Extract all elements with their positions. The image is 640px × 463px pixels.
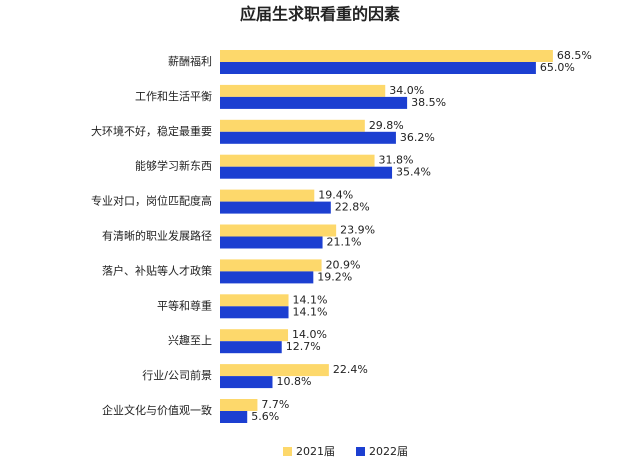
bar <box>220 96 408 109</box>
bar <box>220 399 258 411</box>
bar <box>220 306 289 319</box>
bar <box>220 341 282 354</box>
bar <box>220 131 396 144</box>
category-label: 薪酬福利 <box>168 54 212 68</box>
category-label: 工作和生活平衡 <box>135 89 212 103</box>
bar <box>220 294 289 307</box>
category-label: 有清晰的职业发展路径 <box>102 229 212 243</box>
legend-label: 2021届 <box>296 445 335 458</box>
value-label: 68.5% <box>557 49 592 62</box>
category-label: 大环境不好，稳定最重要 <box>91 124 212 138</box>
bar <box>220 236 323 249</box>
value-label: 19.4% <box>318 189 353 202</box>
value-label: 36.2% <box>400 131 435 144</box>
bar <box>220 224 337 237</box>
value-label: 22.8% <box>335 201 370 214</box>
value-label: 20.9% <box>326 258 361 271</box>
value-label: 38.5% <box>411 96 446 109</box>
bar <box>220 189 315 202</box>
value-label: 14.1% <box>293 293 328 306</box>
bar <box>220 329 289 342</box>
category-label: 能够学习新东西 <box>135 159 212 173</box>
value-label: 23.9% <box>340 224 375 237</box>
category-label: 平等和尊重 <box>157 298 212 312</box>
chart-title: 应届生求职看重的因素 <box>240 5 400 24</box>
bar <box>220 364 329 377</box>
bar <box>220 154 375 167</box>
bar <box>220 84 386 97</box>
bar <box>220 201 331 214</box>
bar <box>220 119 365 132</box>
value-label: 65.0% <box>540 61 575 74</box>
value-label: 21.1% <box>327 236 362 249</box>
category-label: 行业/公司前景 <box>142 368 212 382</box>
value-label: 14.1% <box>293 305 328 318</box>
bar <box>220 259 322 272</box>
legend-swatch <box>356 447 365 456</box>
bar <box>220 50 553 62</box>
value-label: 34.0% <box>389 84 424 97</box>
legend-swatch <box>283 447 292 456</box>
category-label: 企业文化与价值观一致 <box>102 403 212 417</box>
value-label: 5.6% <box>251 410 279 423</box>
value-label: 7.7% <box>261 398 289 411</box>
value-label: 10.8% <box>276 375 311 388</box>
category-label: 专业对口，岗位匹配度高 <box>91 194 212 208</box>
category-label: 落户、补贴等人才政策 <box>102 263 212 277</box>
value-label: 31.8% <box>379 154 414 167</box>
bar <box>220 376 273 389</box>
bar <box>220 166 393 179</box>
bar <box>220 271 314 284</box>
value-label: 35.4% <box>396 166 431 179</box>
value-label: 19.2% <box>317 270 352 283</box>
bar <box>220 411 248 423</box>
bar <box>220 62 536 74</box>
value-label: 29.8% <box>369 119 404 132</box>
value-label: 14.0% <box>292 328 327 341</box>
value-label: 12.7% <box>286 340 321 353</box>
category-label: 兴趣至上 <box>168 333 212 347</box>
legend-label: 2022届 <box>369 445 408 458</box>
value-label: 22.4% <box>333 363 368 376</box>
